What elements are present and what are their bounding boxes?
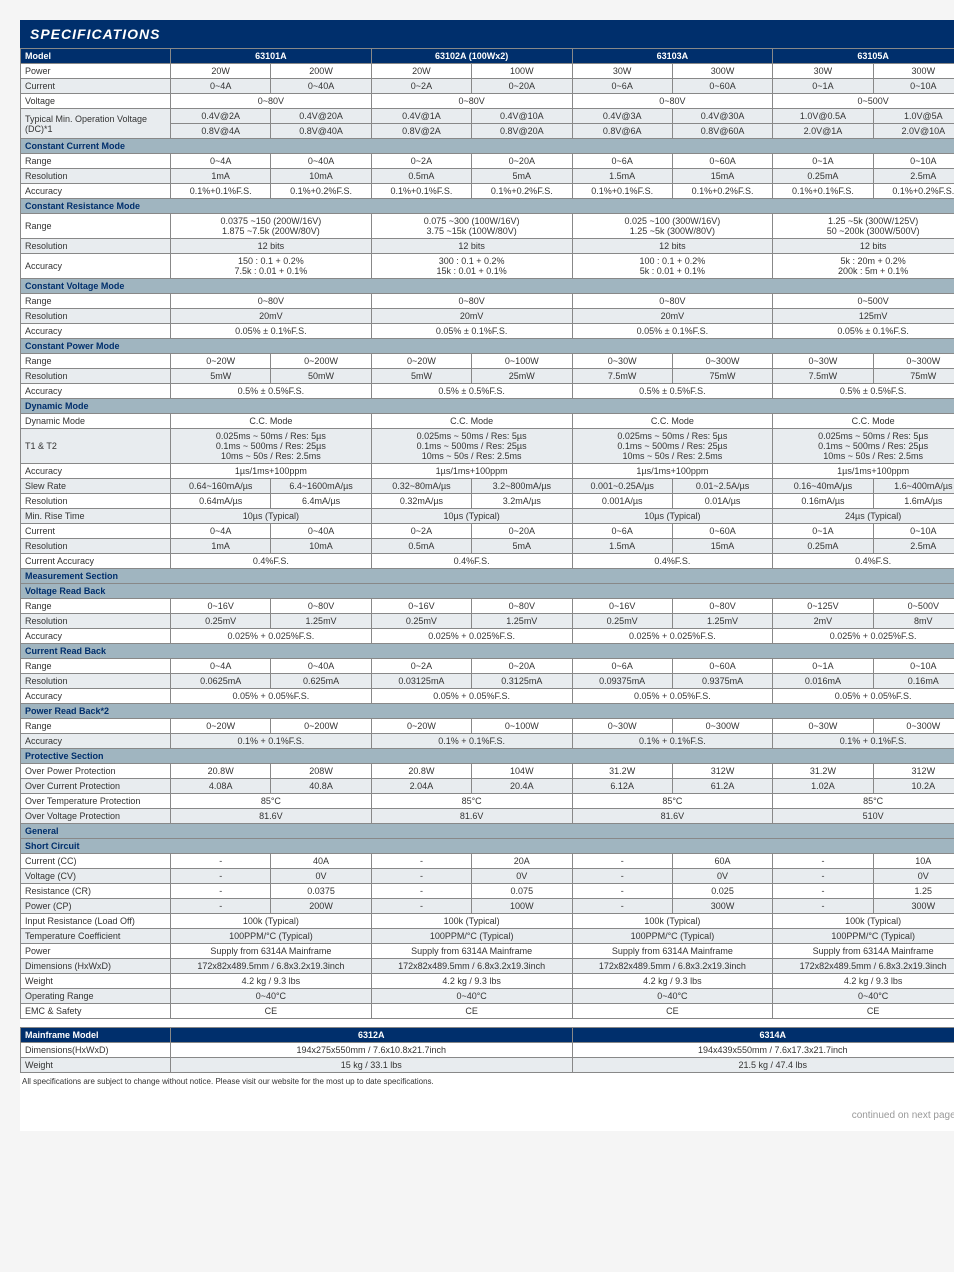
footnote: All specifications are subject to change… [20, 1073, 954, 1090]
page-title: SPECIFICATIONS [20, 20, 954, 48]
mainframe-table: Mainframe Model6312A6314ADimensions(HxWx… [20, 1027, 954, 1073]
continued-text: continued on next page... [20, 1090, 954, 1131]
spec-table: Model63101A63102A (100Wx2)63103A63105APo… [20, 48, 954, 1019]
